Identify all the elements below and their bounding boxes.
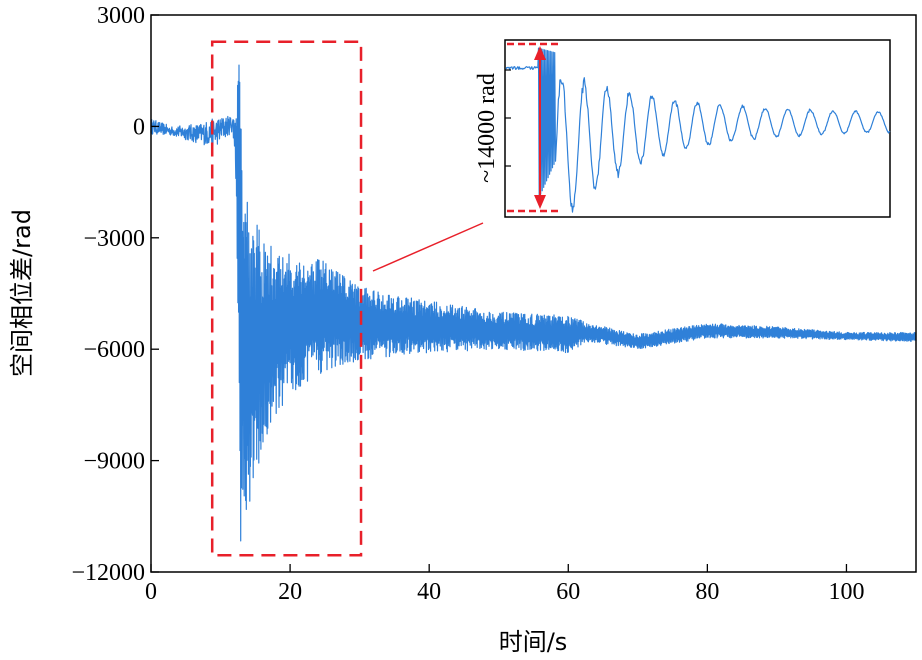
inset-series-line (505, 47, 891, 213)
range-arrow-down-head (534, 195, 546, 209)
inset-annotation: ~14000 rad (474, 73, 500, 183)
inset-connector-line (372, 222, 484, 272)
y-tick-label-5: −12000 (71, 560, 145, 586)
x-tick-label-0: 0 (145, 579, 157, 605)
x-axis-label: 时间/s (499, 628, 568, 656)
range-arrow-up-head (534, 46, 546, 60)
inset-layer: ~14000 rad (474, 39, 891, 218)
highlight-layer (210, 40, 363, 557)
x-tick-label-3: 60 (556, 579, 580, 605)
inset-frame (504, 39, 891, 218)
y-tick-label-2: −3000 (83, 226, 145, 252)
inset-series (505, 47, 891, 213)
x-tick-label-5: 100 (828, 579, 864, 605)
ticks-layer: 0 20 40 60 80 100 3000 0 −3000 −6000 −9000 −12000 (71, 3, 864, 605)
y-axis-label: 空间相位差/rad (8, 209, 36, 377)
y-tick-label-1: 0 (133, 114, 145, 140)
series-layer (150, 64, 917, 542)
main-series-line (150, 64, 917, 542)
y-tick-label-4: −9000 (83, 449, 145, 475)
y-tick-label-0: 3000 (97, 3, 145, 29)
highlight-region-box (210, 40, 363, 557)
x-tick-label-1: 20 (278, 579, 302, 605)
x-tick-label-2: 40 (417, 579, 441, 605)
plot-frame (150, 14, 917, 573)
y-tick-label-3: −6000 (83, 337, 145, 363)
x-tick-label-4: 80 (695, 579, 719, 605)
